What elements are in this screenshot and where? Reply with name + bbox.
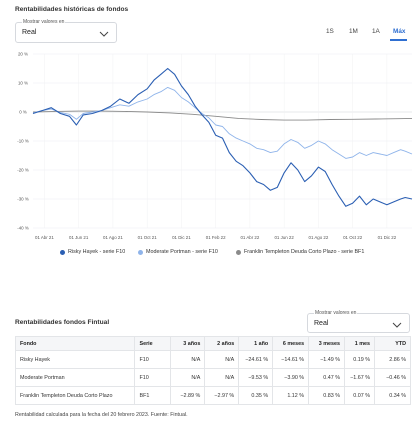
x-tick-label: 01 Jun 22: [274, 235, 294, 240]
column-header: 1 año: [238, 336, 274, 351]
table-header-row: Fondo Serie 3 años 2 años 1 año 6 meses …: [14, 336, 411, 351]
table-select-label: Mostrar valores en: [314, 310, 358, 316]
x-tick-label: 01 Ago 22: [309, 235, 329, 240]
chevron-down-icon: [99, 31, 109, 37]
return-cell: 0.34 %: [374, 386, 411, 405]
return-cell: N/A: [170, 368, 206, 387]
column-header: 3 años: [170, 336, 206, 351]
series-line-1: [32, 86, 413, 159]
returns-table: Fondo Serie 3 años 2 años 1 año 6 meses …: [14, 336, 411, 405]
return-cell: N/A: [204, 368, 240, 387]
active-period-underline: [390, 39, 407, 41]
history-value-select[interactable]: Mostrar valores en Real: [15, 19, 117, 43]
legend-label-moderate: Moderate Portman - serie F10: [146, 249, 218, 255]
table-value-select[interactable]: Mostrar valores en Real: [307, 310, 410, 333]
return-cell: 0.07 %: [344, 386, 375, 405]
return-cell: −24.61 %: [238, 350, 274, 369]
table-title: Rentabilidades fondos Fintual: [15, 319, 110, 326]
table-row: Moderate Portman F10 N/A N/A −9.53 % −3.…: [14, 368, 411, 387]
table-row: Franklin Templeton Deuda Corto Plazo BF1…: [14, 386, 411, 405]
column-header: Serie: [134, 336, 172, 351]
x-tick-label: 01 Dic 22: [378, 235, 397, 240]
x-tick-label: 01 Oct 22: [343, 235, 363, 240]
y-axis-ticks: 20 % 10 % 0 % -10 % -20 % -30 % -40 %: [17, 52, 29, 231]
fund-name-cell: Moderate Portman: [14, 368, 136, 387]
return-cell: −0.46 %: [374, 368, 411, 387]
return-cell: 0.83 %: [308, 386, 346, 405]
return-cell: −2.89 %: [170, 386, 206, 405]
return-cell: 2.86 %: [374, 350, 411, 369]
chart-grid: [33, 53, 412, 229]
y-tick-label: 20 %: [18, 52, 28, 57]
period-button-1a[interactable]: 1A: [372, 28, 380, 35]
return-cell: 0.35 %: [238, 386, 274, 405]
legend-dot-icon: [236, 249, 241, 255]
return-cell: 1.12 %: [272, 386, 310, 405]
return-cell: −14.61 %: [272, 350, 310, 369]
period-button-max[interactable]: Máx: [393, 28, 406, 35]
table-row: Risky Hayek F10 N/A N/A −24.61 % −14.61 …: [14, 350, 411, 369]
return-cell: 0.19 %: [344, 350, 375, 369]
return-cell: −9.53 %: [238, 368, 274, 387]
return-cell: N/A: [170, 350, 206, 369]
series-line-0: [32, 67, 413, 207]
column-header: YTD: [374, 336, 411, 351]
return-cell: −2.97 %: [204, 386, 240, 405]
x-tick-label: 01 Abr 22: [240, 235, 259, 240]
y-tick-label: -40 %: [17, 226, 29, 231]
period-button-1s[interactable]: 1S: [326, 28, 334, 35]
return-cell: −3.90 %: [272, 368, 310, 387]
chart-series: [32, 67, 413, 207]
table-select-value: Real: [314, 320, 329, 327]
return-cell: −1.49 %: [308, 350, 346, 369]
legend-label-franklin: Franklin Templeton Deuda Corto Plazo - s…: [244, 249, 365, 255]
return-cell: −1.67 %: [344, 368, 375, 387]
legend-item-risky[interactable]: Risky Hayek - serie F10: [60, 249, 125, 255]
legend-item-moderate[interactable]: Moderate Portman - serie F10: [138, 249, 218, 255]
x-tick-label: 01 Feb 22: [206, 235, 226, 240]
series-cell: BF1: [134, 386, 172, 405]
y-tick-label: 0 %: [19, 110, 27, 115]
column-header: 1 mes: [344, 336, 375, 351]
return-cell: 0.47 %: [308, 368, 346, 387]
legend-label-risky: Risky Hayek - serie F10: [68, 249, 126, 255]
y-tick-label: 10 %: [18, 81, 28, 86]
column-header: 6 meses: [272, 336, 310, 351]
column-header: 3 meses: [308, 336, 346, 351]
history-title: Rentabilidades históricas de fondos: [15, 6, 129, 13]
legend-dot-icon: [138, 249, 143, 255]
fund-name-cell: Franklin Templeton Deuda Corto Plazo: [14, 386, 136, 405]
history-select-value: Real: [22, 29, 37, 36]
y-tick-label: -10 %: [17, 139, 29, 144]
x-tick-label: 01 Jun 21: [69, 235, 89, 240]
column-header: 2 años: [204, 336, 240, 351]
x-tick-label: 01 Ago 21: [103, 235, 123, 240]
x-tick-label: 01 Dic 21: [172, 235, 191, 240]
chevron-down-icon: [392, 322, 402, 328]
y-tick-label: -20 %: [17, 168, 29, 173]
x-axis-ticks: 01 Abr 21 01 Jun 21 01 Ago 21 01 Oct 21 01 D…: [35, 235, 397, 240]
return-cell: N/A: [204, 350, 240, 369]
legend-dot-icon: [60, 249, 65, 255]
series-cell: F10: [134, 350, 172, 369]
period-button-1m[interactable]: 1M: [349, 28, 358, 35]
x-tick-label: 01 Abr 21: [35, 235, 54, 240]
x-tick-label: 01 Oct 21: [138, 235, 158, 240]
legend-item-franklin[interactable]: Franklin Templeton Deuda Corto Plazo - s…: [236, 249, 364, 255]
fund-name-cell: Risky Hayek: [14, 350, 136, 369]
returns-line-chart: 20 % 10 % 0 % -10 % -20 % -30 % -40 % 01 Abr 2…: [17, 52, 413, 240]
footnote: Rentabilidad calculada para la fecha del…: [15, 412, 188, 418]
series-cell: F10: [134, 368, 172, 387]
history-select-label: Mostrar valores en: [22, 19, 66, 25]
column-header: Fondo: [14, 336, 136, 351]
y-tick-label: -30 %: [17, 197, 29, 202]
